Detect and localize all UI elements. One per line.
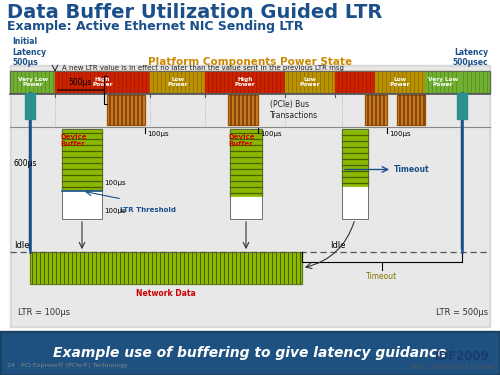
Text: LTR Threshold: LTR Threshold [120, 207, 176, 213]
Text: LTR = 100μs: LTR = 100μs [18, 308, 70, 317]
Text: 100μs: 100μs [260, 131, 281, 137]
Text: LTR = 500μs: LTR = 500μs [436, 308, 488, 317]
Bar [107, 95, 145, 125]
Text: Platform Components Power State: Platform Components Power State [148, 57, 352, 67]
Bar [62, 129, 102, 219]
Bar [228, 95, 258, 125]
Bar [205, 71, 285, 93]
Bar [10, 71, 490, 93]
Text: High
Power: High Power [234, 77, 256, 87]
Bar [107, 95, 145, 125]
Bar [10, 71, 55, 93]
Bar [25, 93, 35, 119]
Text: IDF2009: IDF2009 [435, 350, 490, 363]
Text: Example: Active Ethernet NIC Sending LTR: Example: Active Ethernet NIC Sending LTR [7, 20, 304, 33]
Text: Very Low
Power: Very Low Power [428, 77, 458, 87]
Text: 100μs: 100μs [147, 131, 169, 137]
Text: High
Power: High Power [92, 77, 113, 87]
Text: Timeout: Timeout [366, 272, 398, 281]
Text: Network Data: Network Data [136, 289, 196, 298]
Bar [2, 333, 498, 373]
Text: Timeout: Timeout [394, 165, 430, 174]
Bar [460, 71, 490, 93]
Bar [285, 71, 335, 93]
Bar [335, 71, 375, 93]
Text: Latency
500μsec: Latency 500μsec [452, 48, 488, 67]
Bar [62, 129, 102, 191]
Bar [342, 187, 368, 219]
Bar [342, 129, 368, 219]
Text: (PCle) Bus
Transactions: (PCle) Bus Transactions [270, 100, 318, 120]
Bar [425, 71, 460, 93]
Bar [62, 191, 102, 219]
Bar [375, 71, 425, 93]
Bar [30, 252, 302, 284]
Bar [365, 95, 387, 125]
Text: 100μs: 100μs [104, 208, 126, 214]
Text: Idle: Idle [330, 241, 345, 250]
Text: 100μs: 100μs [104, 180, 126, 186]
Bar [397, 95, 425, 125]
Bar [10, 65, 490, 327]
Text: Data Buffer Utilization Guided LTR: Data Buffer Utilization Guided LTR [7, 3, 382, 22]
Bar [365, 95, 387, 125]
Text: Initial
Latency
500μs: Initial Latency 500μs [12, 37, 46, 67]
Bar [230, 197, 262, 219]
Text: 24   PCI Express® (PCIe®) Technology: 24 PCI Express® (PCIe®) Technology [7, 362, 128, 368]
Text: Low
Power: Low Power [390, 77, 410, 87]
Text: A new LTR value is in effect no later than the value sent in the previous LTR ms: A new LTR value is in effect no later th… [62, 65, 344, 71]
Text: Low
Power: Low Power [300, 77, 320, 87]
Bar [230, 129, 262, 219]
Bar [30, 252, 302, 284]
Bar [342, 129, 368, 187]
Bar [0, 0, 500, 65]
Bar [397, 95, 425, 125]
Text: Device
Buffer: Device Buffer [60, 134, 86, 147]
Text: INTEL DEVELOPER FORUM: INTEL DEVELOPER FORUM [412, 365, 493, 370]
Text: 500μs: 500μs [68, 78, 92, 87]
Text: Idle: Idle [14, 241, 30, 250]
Text: Very Low
Power: Very Low Power [18, 77, 48, 87]
Bar [0, 331, 500, 375]
Text: Device
Buffer: Device Buffer [228, 134, 254, 147]
Text: Low
Power: Low Power [167, 77, 188, 87]
Bar [55, 71, 150, 93]
Bar [150, 71, 205, 93]
Bar [228, 95, 258, 125]
Text: 600μs: 600μs [14, 159, 38, 168]
Text: Example use of buffering to give latency guidance: Example use of buffering to give latency… [53, 346, 447, 360]
Text: 100μs: 100μs [389, 131, 410, 137]
Bar [457, 93, 467, 119]
Bar [12, 67, 488, 325]
Bar [230, 129, 262, 197]
